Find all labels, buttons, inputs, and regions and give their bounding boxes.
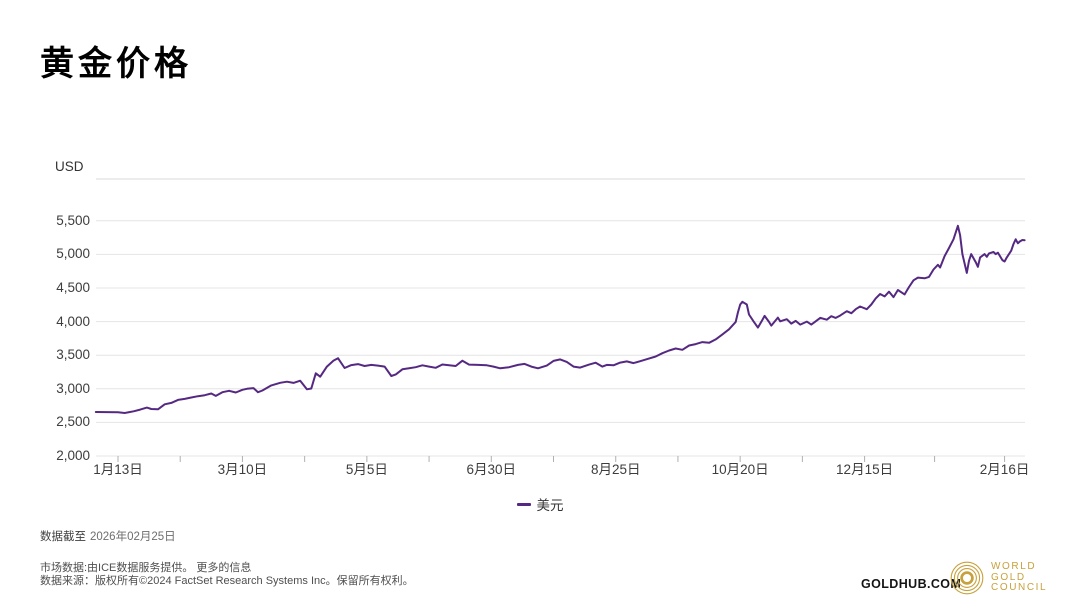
- x-axis-label: 1月13日: [93, 462, 143, 477]
- more-info-link[interactable]: 更多的信息: [196, 562, 252, 574]
- y-axis-label: 5,000: [56, 246, 90, 262]
- wgc-rings-icon: [950, 561, 984, 595]
- chart-legend[interactable]: 美元: [0, 495, 1080, 513]
- wgc-logo-text: WORLD GOLD COUNCIL: [991, 561, 1048, 594]
- wgc-word-gold: GOLD: [991, 571, 1026, 583]
- y-axis-label: 5,500: [56, 212, 90, 228]
- x-axis-label: 5月5日: [345, 462, 388, 477]
- y-axis-label: 2,500: [56, 414, 90, 430]
- wgc-word-world: WORLD: [991, 561, 1037, 572]
- data-as-of: 数据截至 2026年02月25日: [40, 528, 176, 544]
- y-axis-label: 3,000: [56, 380, 90, 396]
- price-line: [94, 224, 1026, 414]
- x-axis-label: 12月15日: [836, 462, 894, 477]
- wgc-logo[interactable]: WORLD GOLD COUNCIL: [950, 561, 1060, 599]
- y-axis-label: 3,500: [56, 347, 90, 363]
- wgc-word-council: COUNCIL: [991, 582, 1048, 593]
- y-axis-label: 4,500: [56, 280, 90, 295]
- y-axis-label: 4,000: [56, 313, 90, 329]
- legend-label: 美元: [536, 498, 564, 513]
- legend-line-swatch: [516, 502, 531, 506]
- page-title: 黄金价格: [40, 45, 192, 83]
- x-axis-label: 2月16日: [979, 462, 1030, 477]
- y-axis-unit-label: USD: [55, 159, 84, 174]
- x-axis-label: 3月10日: [217, 462, 268, 477]
- market-data-text: 市场数据:由ICE数据服务提供。: [40, 562, 194, 574]
- x-axis-label: 6月30日: [466, 462, 517, 477]
- market-data-source-line: 市场数据:由ICE数据服务提供。 更多的信息: [40, 559, 251, 575]
- as-of-prefix: 数据截至: [40, 531, 86, 543]
- x-axis-label: 10月20日: [711, 462, 769, 477]
- x-axis-label: 8月25日: [590, 462, 641, 477]
- goldhub-logo-text[interactable]: GOLDHUB.COM: [861, 577, 962, 591]
- as-of-date: 2026年02月25日: [90, 531, 176, 543]
- y-axis-label: 2,000: [56, 448, 90, 463]
- copyright-line: 数据来源：版权所有©2024 FactSet Research Systems …: [40, 575, 414, 587]
